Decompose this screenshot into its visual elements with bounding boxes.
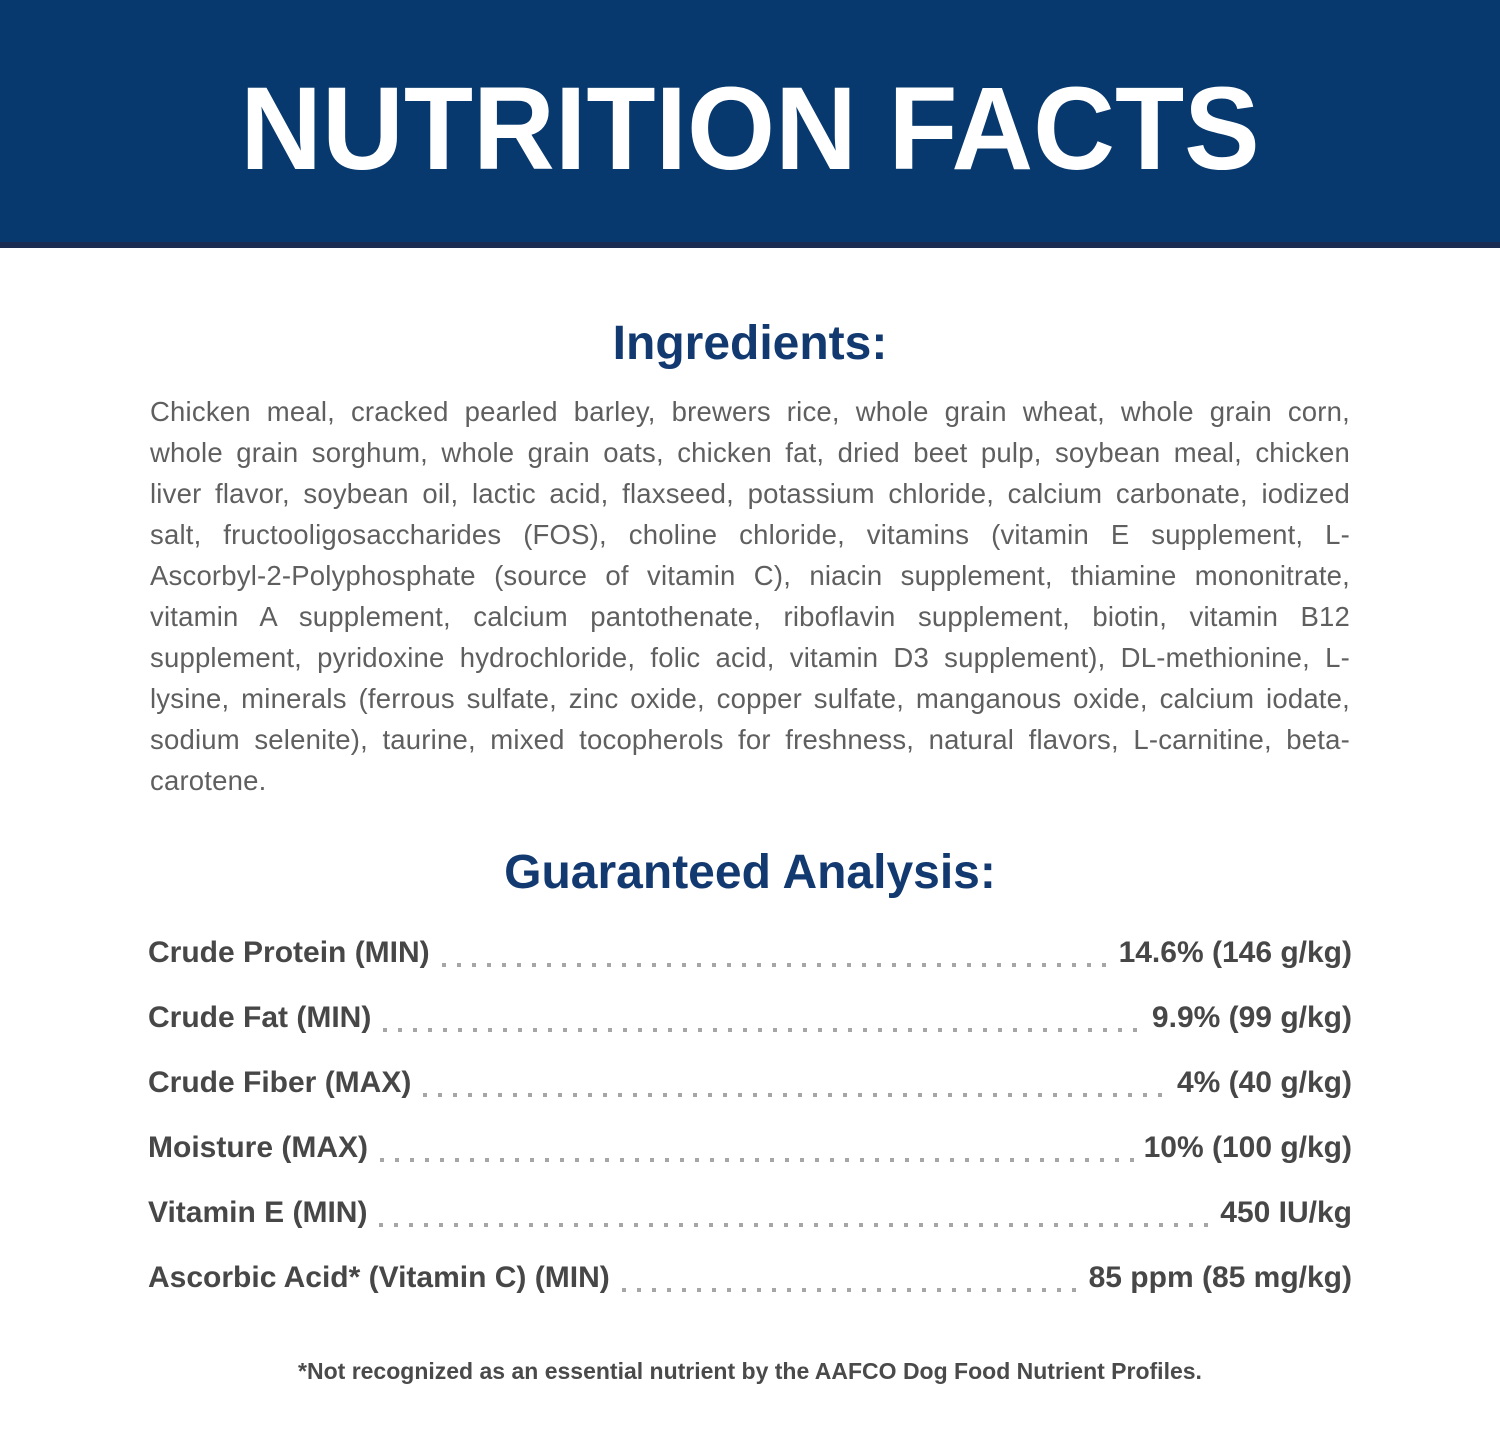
dotted-leader bbox=[621, 1288, 1079, 1292]
nutrient-label: Crude Fiber (MAX) bbox=[148, 1066, 412, 1099]
header-band: NUTRITION FACTS bbox=[0, 0, 1500, 248]
ingredients-text: Chicken meal, cracked pearled barley, br… bbox=[150, 396, 1350, 796]
analysis-row: Crude Fat (MIN) 9.9% (99 g/kg) bbox=[148, 985, 1352, 1050]
dotted-leader bbox=[380, 1158, 1134, 1162]
analysis-row: Ascorbic Acid* (Vitamin C) (MIN) 85 ppm … bbox=[148, 1245, 1352, 1310]
nutrient-label: Crude Protein (MIN) bbox=[148, 936, 430, 969]
analysis-rows: Crude Protein (MIN) 14.6% (146 g/kg) Cru… bbox=[148, 920, 1352, 1310]
nutrient-value: 10% (100 g/kg) bbox=[1143, 1131, 1352, 1164]
nutrient-label: Vitamin E (MIN) bbox=[148, 1196, 368, 1229]
nutrient-label: Moisture (MAX) bbox=[148, 1131, 368, 1164]
footnote-section: *Not recognized as an essential nutrient… bbox=[0, 1358, 1500, 1385]
dotted-leader bbox=[379, 1223, 1211, 1227]
analysis-row: Crude Protein (MIN) 14.6% (146 g/kg) bbox=[148, 920, 1352, 985]
page-title: NUTRITION FACTS bbox=[240, 63, 1260, 195]
analysis-row: Vitamin E (MIN) 450 IU/kg bbox=[148, 1180, 1352, 1245]
nutrient-value: 85 ppm (85 mg/kg) bbox=[1088, 1261, 1352, 1294]
aafco-footnote: *Not recognized as an essential nutrient… bbox=[298, 1358, 1202, 1384]
analysis-row: Moisture (MAX) 10% (100 g/kg) bbox=[148, 1115, 1352, 1180]
nutrient-value: 450 IU/kg bbox=[1220, 1196, 1352, 1229]
dotted-leader bbox=[383, 1028, 1142, 1032]
nutrient-value: 4% (40 g/kg) bbox=[1176, 1066, 1352, 1099]
nutrient-value: 9.9% (99 g/kg) bbox=[1151, 1001, 1352, 1034]
dotted-leader bbox=[441, 963, 1109, 967]
analysis-row: Crude Fiber (MAX) 4% (40 g/kg) bbox=[148, 1050, 1352, 1115]
ingredients-section: Ingredients: Chicken meal, cracked pearl… bbox=[0, 316, 1500, 801]
nutrient-value: 14.6% (146 g/kg) bbox=[1118, 936, 1352, 969]
nutrient-label: Crude Fat (MIN) bbox=[148, 1001, 372, 1034]
guaranteed-analysis-section: Guaranteed Analysis: Crude Protein (MIN)… bbox=[0, 845, 1500, 1310]
guaranteed-analysis-heading: Guaranteed Analysis: bbox=[504, 846, 996, 899]
nutrient-label: Ascorbic Acid* (Vitamin C) (MIN) bbox=[148, 1261, 610, 1294]
ingredients-heading: Ingredients: bbox=[612, 317, 888, 370]
dotted-leader bbox=[423, 1093, 1167, 1097]
